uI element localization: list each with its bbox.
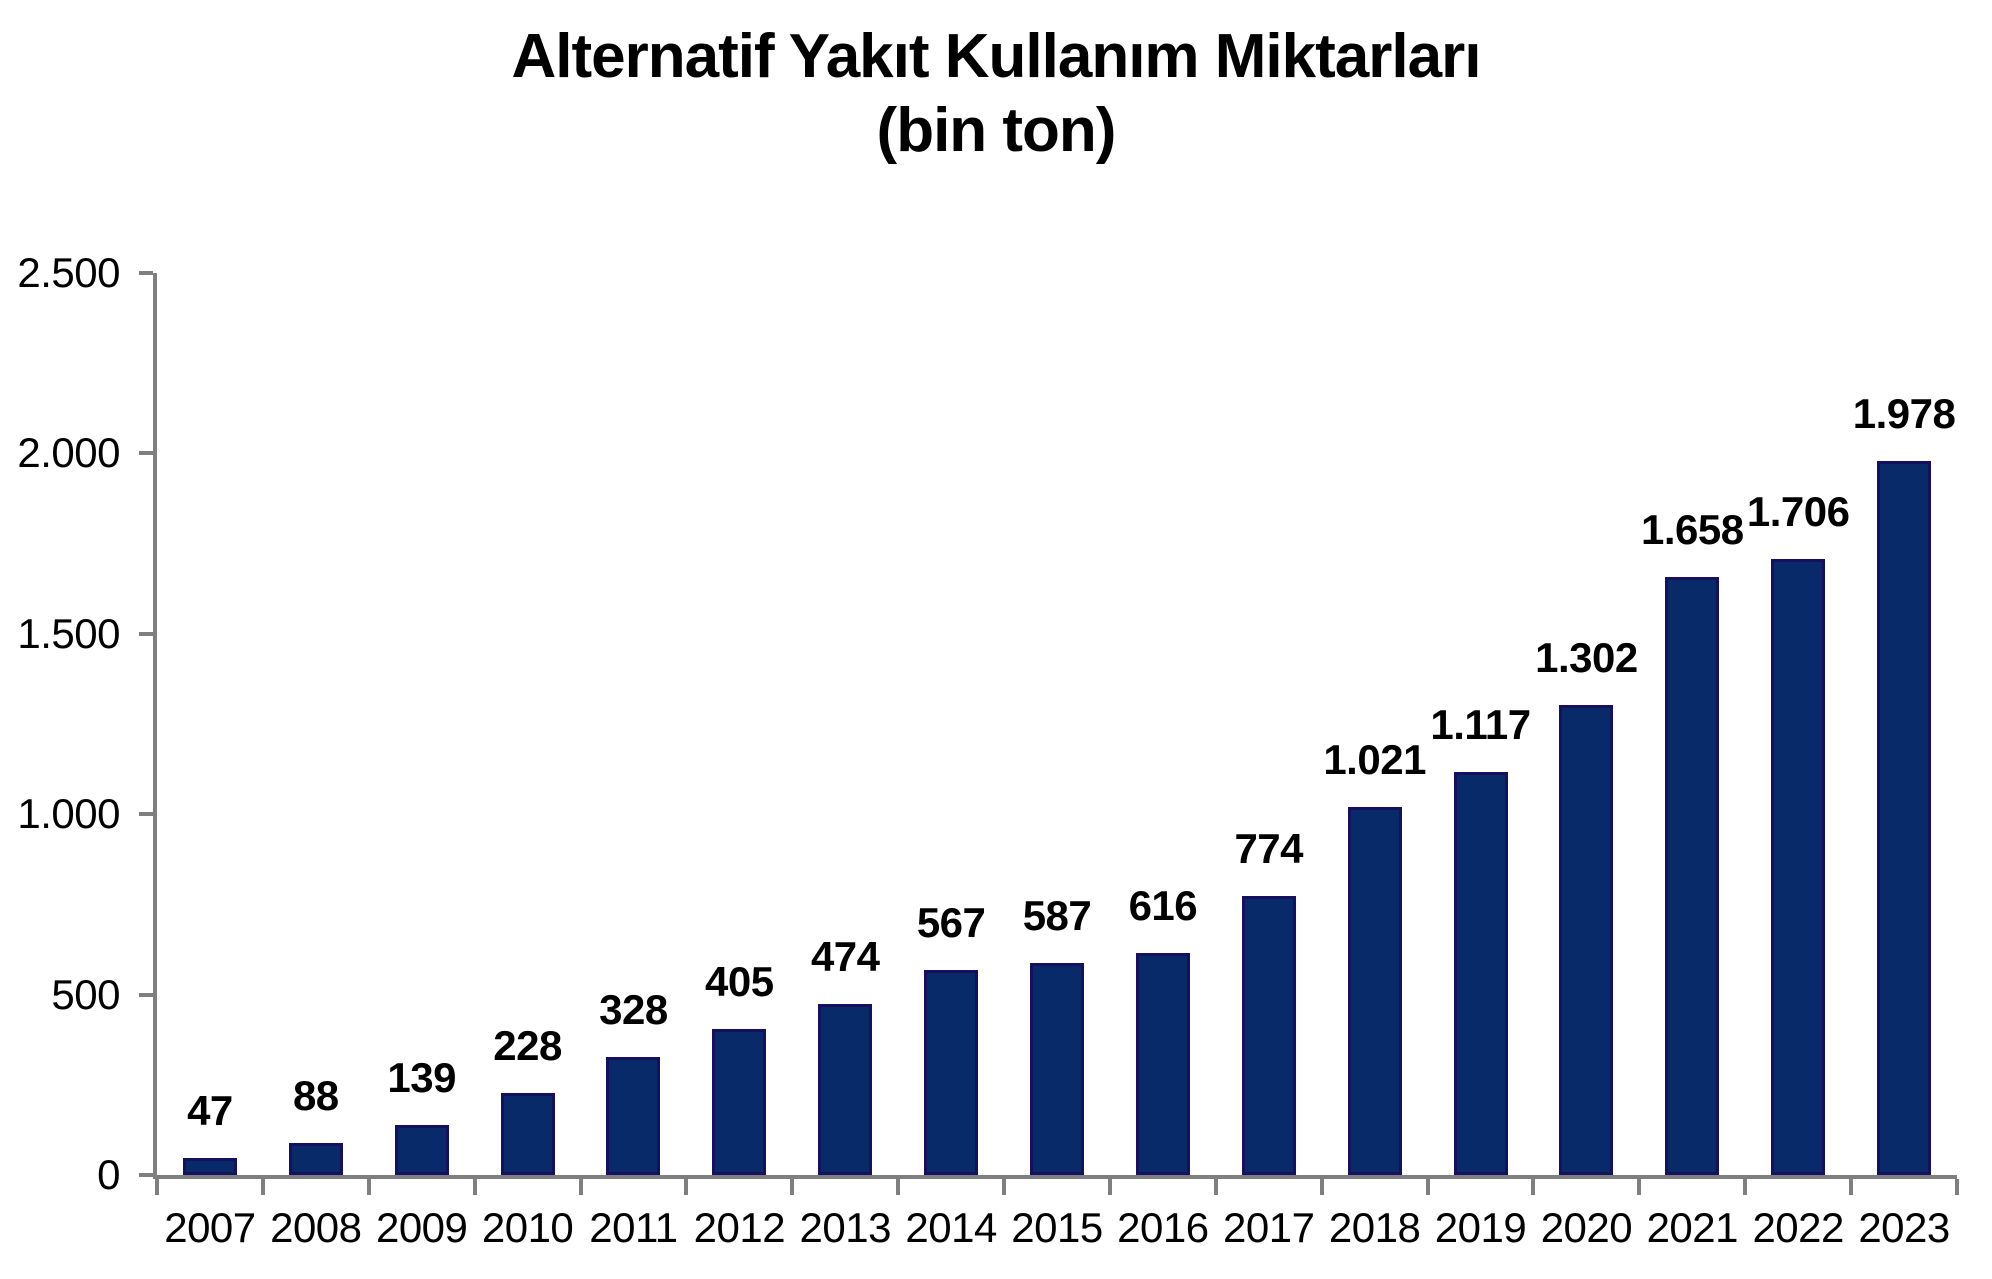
x-tick-label: 2021: [1646, 1204, 1739, 1251]
bar-value-label: 88: [292, 1072, 339, 1119]
bar: [182, 1158, 237, 1175]
x-tick-label: 2017: [1223, 1204, 1315, 1251]
x-tick-label: 2013: [799, 1204, 892, 1251]
x-tick: [896, 1179, 901, 1195]
x-tick: [1425, 1179, 1430, 1195]
x-tick-label: 2011: [589, 1204, 678, 1251]
x-tick: [1637, 1179, 1642, 1195]
x-tick: [155, 1179, 159, 1195]
bar: [1347, 807, 1402, 1175]
y-tick: [139, 451, 153, 456]
y-tick-label: 0: [97, 1151, 120, 1198]
x-tick-label: 2016: [1117, 1204, 1209, 1251]
y-tick: [139, 631, 153, 636]
bar-value-label: 1.302: [1535, 634, 1638, 681]
bar-value-label: 139: [387, 1054, 456, 1101]
y-tick-label: 1.000: [17, 790, 120, 838]
bar: [500, 1093, 555, 1175]
bar-value-label: 567: [916, 899, 986, 946]
bar: [712, 1029, 767, 1175]
bar: [394, 1125, 449, 1175]
x-tick-label: 2014: [905, 1204, 997, 1251]
bar-value-label: 587: [1022, 892, 1092, 939]
bar: [288, 1143, 343, 1175]
x-tick: [1955, 1179, 1959, 1195]
x-tick: [1002, 1179, 1007, 1195]
bar-value-label: 616: [1128, 882, 1198, 929]
y-tick: [139, 812, 153, 817]
y-tick-label: 500: [51, 970, 120, 1018]
x-tick: [1531, 1179, 1536, 1195]
y-tick-label: 1.500: [17, 609, 120, 657]
y-tick: [139, 992, 153, 997]
chart-title: Alternatif Yakıt Kullanım Miktarları: [511, 22, 1482, 91]
x-tick: [1213, 1179, 1218, 1195]
bar-value-label: 774: [1234, 825, 1304, 872]
x-tick-label: 2023: [1858, 1204, 1950, 1251]
bar: [1241, 896, 1296, 1175]
x-tick: [260, 1179, 265, 1195]
bar-value-label: 228: [493, 1022, 562, 1069]
chart-subtitle: (bin ton): [876, 96, 1117, 165]
x-tick: [578, 1179, 583, 1195]
x-tick: [684, 1179, 689, 1195]
bar-value-label: 405: [705, 958, 774, 1005]
x-tick-label: 2010: [481, 1204, 574, 1251]
bar: [1771, 559, 1826, 1175]
x-tick: [1849, 1179, 1854, 1195]
bar: [1030, 963, 1084, 1175]
bar: [1559, 705, 1614, 1175]
x-tick: [472, 1179, 477, 1195]
bar-value-label: 1.706: [1746, 488, 1850, 535]
y-tick-label: 2.500: [17, 249, 120, 296]
bar: [1877, 461, 1932, 1175]
x-tick-label: 2019: [1434, 1204, 1527, 1251]
bar: [1453, 772, 1508, 1175]
x-tick-label: 2009: [375, 1204, 468, 1251]
y-axis: [153, 273, 157, 1175]
bar: [1665, 577, 1720, 1175]
x-tick: [1743, 1179, 1748, 1195]
x-tick-label: 2015: [1011, 1204, 1103, 1251]
bar: [606, 1057, 661, 1175]
bar-value-label: 1.117: [1430, 701, 1531, 748]
x-tick-label: 2020: [1540, 1204, 1633, 1251]
x-tick-label: 2018: [1328, 1204, 1421, 1251]
bar-value-label: 1.021: [1323, 736, 1426, 783]
y-tick-label: 2.000: [17, 429, 120, 477]
bar: [1135, 953, 1190, 1175]
x-tick-label: 2022: [1752, 1204, 1844, 1251]
y-tick: [139, 1173, 153, 1177]
y-tick: [139, 271, 153, 275]
bar: [818, 1004, 873, 1175]
bar: [924, 970, 979, 1175]
bar-value-label: 474: [810, 933, 880, 980]
bar-value-label: 1.978: [1852, 390, 1956, 437]
x-tick-label: 2008: [270, 1204, 362, 1251]
x-tick: [790, 1179, 795, 1195]
x-tick-label: 2007: [164, 1204, 256, 1251]
bar-value-label: 47: [187, 1087, 233, 1134]
bar-value-label: 328: [599, 986, 668, 1033]
bar-value-label: 1.658: [1640, 506, 1744, 553]
x-axis: [153, 1175, 1957, 1179]
x-tick: [1319, 1179, 1324, 1195]
x-tick: [1107, 1179, 1112, 1195]
x-tick: [366, 1179, 371, 1195]
chart-title-block: Alternatif Yakıt Kullanım Miktarları (bi…: [0, 20, 1992, 168]
x-tick-label: 2012: [693, 1204, 786, 1251]
